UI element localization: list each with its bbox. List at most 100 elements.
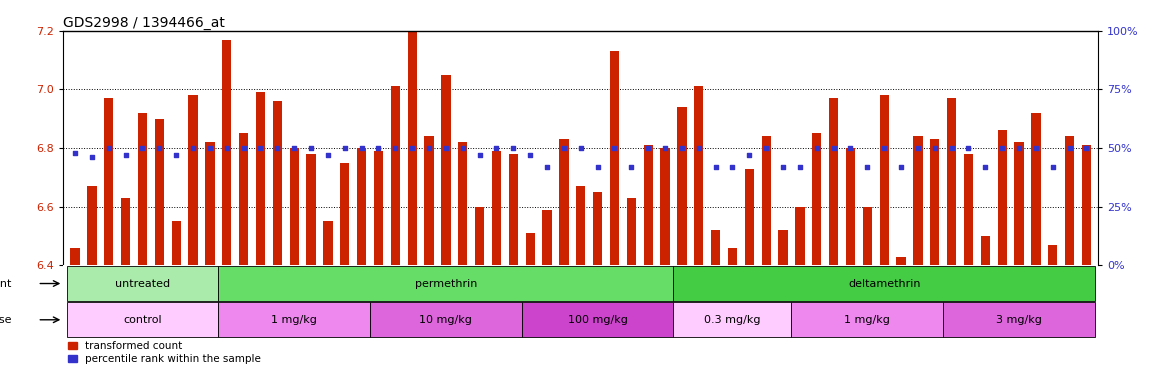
Text: 10 mg/kg: 10 mg/kg [420,315,473,325]
Text: 100 mg/kg: 100 mg/kg [568,315,628,325]
Bar [492,151,501,265]
Point [741,152,759,158]
Bar [105,98,114,265]
Bar [356,148,366,265]
Bar [138,113,147,265]
Point [554,145,573,151]
Point [83,154,101,161]
Point [992,145,1011,151]
Point [235,145,253,151]
Bar [391,86,400,265]
Bar [660,148,669,265]
Point [858,164,876,170]
Point [757,145,775,151]
Bar [222,40,231,265]
Bar [913,136,922,265]
Point [420,145,438,151]
Bar [508,154,518,265]
Bar [526,233,535,265]
Point [217,145,236,151]
Point [402,145,421,151]
FancyBboxPatch shape [218,302,370,337]
Point [589,164,607,170]
Bar [239,133,248,265]
Point [504,145,522,151]
Bar [761,136,771,265]
Text: permethrin: permethrin [415,278,477,288]
Point [572,145,590,151]
Text: dose: dose [0,315,12,325]
Point [1010,145,1028,151]
Point [622,164,641,170]
Point [605,145,623,151]
Bar [171,222,181,265]
FancyBboxPatch shape [522,302,674,337]
Point [942,145,960,151]
Text: control: control [123,315,162,325]
Bar [1048,245,1057,265]
Point [184,145,202,151]
Point [167,152,185,158]
Bar [273,101,282,265]
Point [791,164,810,170]
Point [301,145,320,151]
Bar [829,98,838,265]
Point [842,145,860,151]
Bar [340,163,350,265]
Text: deltamethrin: deltamethrin [848,278,920,288]
Point [319,152,337,158]
Bar [543,210,552,265]
Point [352,145,370,151]
Bar [70,248,79,265]
Point [336,145,354,151]
Bar [610,51,619,265]
Bar [121,198,130,265]
Point [807,145,826,151]
Legend: transformed count, percentile rank within the sample: transformed count, percentile rank withi… [69,341,261,364]
Bar [845,148,856,265]
FancyBboxPatch shape [370,302,522,337]
Text: 0.3 mg/kg: 0.3 mg/kg [704,315,760,325]
Bar [475,207,484,265]
Text: GDS2998 / 1394466_at: GDS2998 / 1394466_at [63,16,225,30]
Text: 1 mg/kg: 1 mg/kg [844,315,890,325]
Text: 1 mg/kg: 1 mg/kg [271,315,317,325]
Text: untreated: untreated [115,278,170,288]
Bar [812,133,821,265]
Bar [745,169,754,265]
Point [133,145,152,151]
Bar [644,145,653,265]
Point [639,145,658,151]
Bar [205,142,215,265]
Bar [930,139,940,265]
Bar [964,154,973,265]
Point [892,164,911,170]
Point [673,145,691,151]
Bar [290,148,299,265]
Bar [255,92,266,265]
Point [825,145,843,151]
Point [116,152,135,158]
Point [690,145,708,151]
Bar [627,198,636,265]
FancyBboxPatch shape [674,302,791,337]
FancyBboxPatch shape [674,266,1095,301]
Bar [677,107,687,265]
Point [488,145,506,151]
Point [100,145,118,151]
Point [1027,145,1045,151]
Text: agent: agent [0,278,12,288]
Bar [374,151,383,265]
Bar [946,98,957,265]
Point [926,145,944,151]
Point [437,145,455,151]
Point [976,164,995,170]
Point [268,145,286,151]
Point [453,145,472,151]
Bar [1082,145,1091,265]
Bar [711,230,720,265]
Point [1060,145,1079,151]
Bar [695,86,704,265]
FancyBboxPatch shape [67,266,218,301]
Bar [896,257,906,265]
